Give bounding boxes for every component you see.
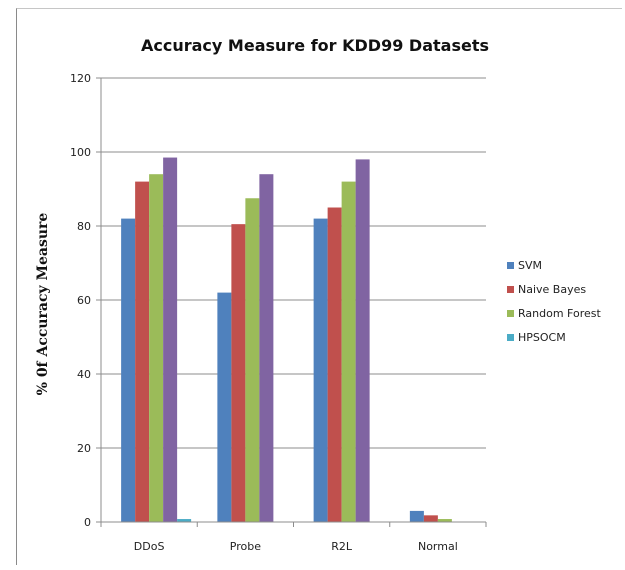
legend-swatch bbox=[507, 262, 514, 269]
y-tick-label: 40 bbox=[77, 368, 91, 381]
legend: SVM Naive Bayes Random Forest HPSOCM bbox=[507, 259, 601, 344]
bar-svm-r2l bbox=[313, 218, 328, 522]
x-tick-label: Probe bbox=[230, 540, 261, 553]
bar-svm-probe bbox=[217, 292, 232, 522]
bar-random-forest-ddos bbox=[149, 174, 164, 522]
y-tick-label: 80 bbox=[77, 220, 91, 233]
bar-svm-ddos bbox=[121, 218, 136, 522]
bar-chart: Accuracy Measure for KDD99 Datasets % 0f… bbox=[35, 36, 601, 553]
bar-random-forest-r2l bbox=[341, 181, 356, 522]
chart-title: Accuracy Measure for KDD99 Datasets bbox=[141, 36, 489, 55]
bar-hpsocm-r2l bbox=[355, 159, 370, 522]
bar-naive-bayes-r2l bbox=[327, 207, 342, 522]
y-tick-label: 0 bbox=[84, 516, 91, 529]
legend-swatch bbox=[507, 310, 514, 317]
y-tick-label: 120 bbox=[70, 72, 91, 85]
bar-naive-bayes-probe bbox=[231, 224, 246, 522]
axes: 0 20 40 60 80 100 120 DDoS Probe R2L Normal bbox=[70, 72, 487, 553]
y-tick-label: 60 bbox=[77, 294, 91, 307]
x-tick-label: Normal bbox=[418, 540, 458, 553]
bar-hpsocm-probe bbox=[259, 174, 274, 522]
legend-label: Random Forest bbox=[518, 307, 601, 320]
legend-label: HPSOCM bbox=[518, 331, 566, 344]
x-tick-label: DDoS bbox=[134, 540, 165, 553]
bar-naive-bayes-ddos bbox=[135, 181, 150, 522]
legend-swatch bbox=[507, 334, 514, 341]
bar-random-forest-normal bbox=[437, 519, 452, 522]
bar-naive-bayes-normal bbox=[423, 515, 438, 522]
bar-small-marker bbox=[177, 519, 192, 522]
legend-swatch bbox=[507, 286, 514, 293]
legend-label: SVM bbox=[518, 259, 542, 272]
chart-frame: Accuracy Measure for KDD99 Datasets % 0f… bbox=[16, 8, 622, 565]
y-tick-label: 20 bbox=[77, 442, 91, 455]
bar-random-forest-probe bbox=[245, 198, 260, 522]
bar-hpsocm-ddos bbox=[163, 157, 178, 523]
bars bbox=[121, 157, 452, 523]
legend-label: Naive Bayes bbox=[518, 283, 586, 296]
y-axis-label: % 0f Accuracy Measure bbox=[35, 213, 51, 396]
bar-svm-normal bbox=[409, 510, 424, 522]
y-tick-label: 100 bbox=[70, 146, 91, 159]
x-tick-label: R2L bbox=[331, 540, 353, 553]
